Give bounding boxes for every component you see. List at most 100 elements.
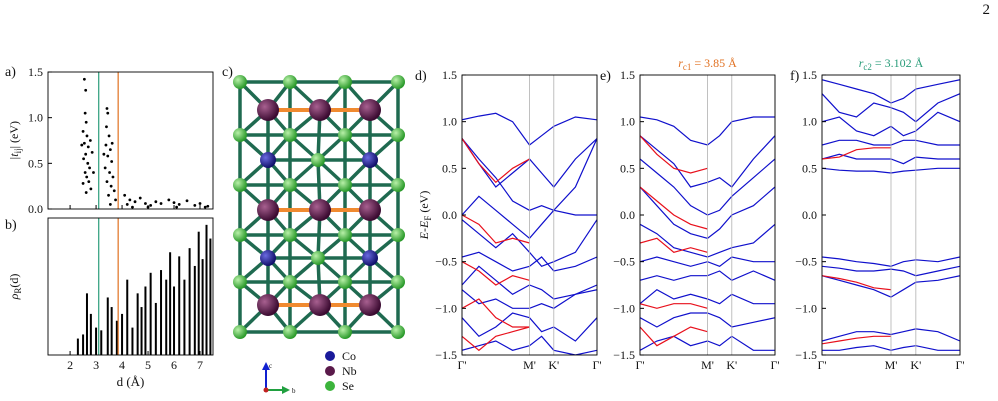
atom-se [283,75,297,89]
atom-se [338,275,352,289]
point [125,203,129,206]
band [462,326,530,352]
atom-co [362,250,378,266]
arrow-head [282,386,290,394]
bar [173,286,176,355]
point [108,148,112,152]
axis-name: c [269,362,272,370]
atom-se [233,178,247,192]
point [82,157,85,161]
point [109,184,113,188]
atom-se [391,128,405,142]
panel-label: c) [222,65,233,80]
x-tick-label: Γ' [457,358,466,372]
band [462,261,530,286]
point [81,129,85,133]
y-tick-label: −1.5 [435,348,457,362]
y-tick-label: 0.5 [802,161,817,175]
legend-marker [325,381,335,391]
point [88,166,91,170]
x-tick-label: M' [885,358,898,372]
axis-name: b [292,387,296,395]
y-axis-label-part: E-E [417,220,431,240]
point [111,175,115,179]
point [149,203,153,207]
x-tick-label: 7 [197,358,203,372]
bar [205,224,208,355]
point [85,175,89,179]
band [822,147,891,160]
y-axis-label-part: (d) [7,274,21,288]
axes-frame [821,74,961,356]
atom-se [391,228,405,242]
y-axis-label-part: ρ [7,293,21,300]
point [82,77,86,81]
point [108,171,111,174]
point [203,205,207,209]
y-axis-label-part: |t [7,153,21,160]
bar [188,248,191,355]
atom-se [391,75,405,89]
bar [131,327,134,355]
x-tick-label: K' [910,358,921,372]
x-tick-label: K' [548,358,559,372]
x-tick-label: 3 [93,358,99,372]
bar [121,313,124,355]
y-tick-label: −0.5 [613,255,635,269]
y-tick-label: 1.5 [28,65,43,79]
panel-label: f) [790,69,800,84]
plot-area [80,77,210,209]
y-tick-label: 1.5 [620,68,635,82]
panel-title-part: c2 [863,62,872,72]
point [86,145,90,149]
y-axis-label: E-EF (eV) [417,191,433,241]
x-tick-label: K' [726,358,737,372]
x-axis-label: d (Å) [117,374,145,389]
point [138,196,142,200]
panel-label: d) [415,69,427,84]
y-tick-label: 0.5 [28,156,43,170]
x-tick-label: M' [701,358,714,372]
atom-se [283,275,297,289]
atom-se [338,128,352,142]
band [640,326,708,347]
point [105,107,109,110]
point [159,202,163,205]
panel-title: rc2 = 3.102 Å [859,56,924,72]
point [87,180,91,184]
point [206,204,210,208]
y-tick-label: −1.0 [435,301,457,315]
atom-se [233,228,247,242]
y-tick-label: 0.0 [28,202,43,216]
legend-label: Nb [342,364,357,378]
y-tick-label: 1.0 [442,115,457,129]
bar [197,231,200,355]
x-tick-label: Γ' [635,358,644,372]
bar [85,293,88,355]
axes-frame [47,71,214,210]
band [640,186,708,230]
x-tick-label: 6 [171,358,177,372]
point [102,152,106,156]
y-tick-label: −0.5 [435,255,457,269]
panel-title-part: r [859,56,864,70]
point [107,134,111,138]
plot-area [76,224,212,355]
bar [89,313,92,355]
x-tick-label: Γ' [770,358,779,372]
atom-se [338,75,352,89]
point [144,202,147,205]
atom-nb [309,294,331,316]
y-tick-label: 1.5 [442,68,457,82]
y-tick-label: −1.5 [795,348,817,362]
point [90,150,94,154]
point [103,166,107,170]
point [89,187,93,191]
x-tick-label: M' [523,358,536,372]
y-tick-label: 1.5 [802,68,817,82]
atom-co [260,152,276,168]
bar [183,279,186,355]
page-number: 2 [983,2,991,18]
bar [169,252,172,355]
bar [178,256,181,355]
